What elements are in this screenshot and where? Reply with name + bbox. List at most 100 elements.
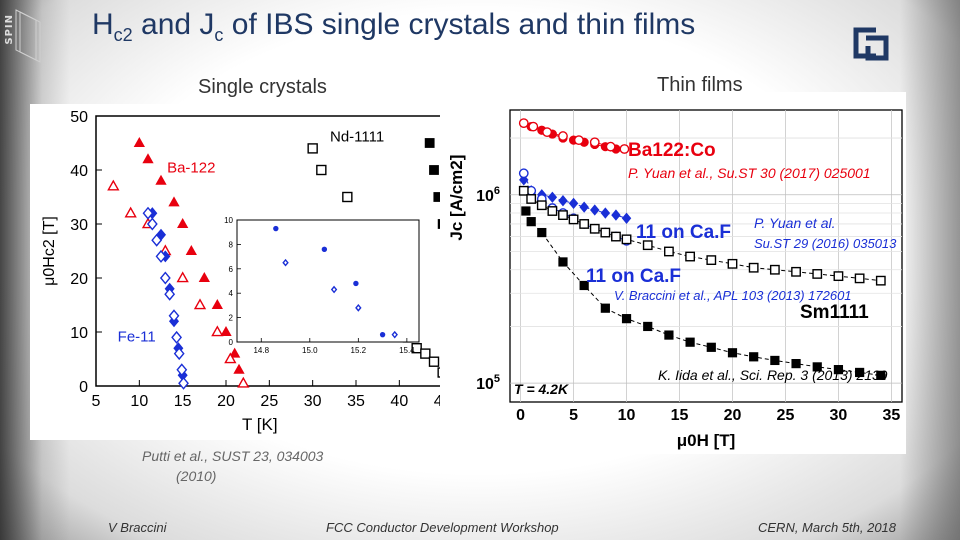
series-sm1111 bbox=[521, 206, 886, 380]
x-axis-label: T [K] bbox=[242, 415, 278, 434]
data-point bbox=[176, 271, 189, 283]
data-point bbox=[855, 367, 865, 378]
data-point bbox=[237, 376, 250, 388]
y-tick-label: 105 bbox=[476, 373, 500, 393]
data-point bbox=[536, 200, 547, 211]
annotation-label: V. Braccini et al., APL 103 (2013) 17260… bbox=[614, 288, 852, 303]
y-axis-label: Jc [A/cm2] bbox=[447, 155, 466, 241]
citation-line-2: (2010) bbox=[176, 468, 217, 484]
annotation-label: Ba122:Co bbox=[628, 140, 716, 161]
x-tick-label: 35 bbox=[347, 393, 365, 410]
data-point bbox=[854, 273, 865, 284]
citation-putti: Putti et al., SUST 23, 034003 (2010) bbox=[142, 446, 323, 486]
data-point bbox=[107, 179, 120, 191]
y-tick-label: 10 bbox=[70, 325, 88, 342]
data-point bbox=[621, 234, 632, 245]
data-point bbox=[133, 137, 145, 147]
data-point bbox=[547, 191, 558, 203]
data-point bbox=[770, 355, 780, 366]
inset-data-point bbox=[353, 280, 359, 287]
series-11-on-ca-f bbox=[518, 185, 886, 286]
data-point bbox=[142, 153, 154, 164]
y-tick-label: 40 bbox=[70, 163, 88, 180]
data-point bbox=[791, 359, 801, 369]
data-point bbox=[769, 264, 780, 275]
annotation-label: 11 on Ca.F bbox=[586, 266, 681, 287]
data-point bbox=[600, 227, 611, 238]
inset-y-tick-label: 0 bbox=[229, 338, 234, 347]
data-point bbox=[706, 342, 716, 352]
y-tick-label: 50 bbox=[70, 109, 88, 126]
jc-chart: 0 5 10 15 20 25 30 35 105 106 μ0H [T] Jc [A/cm2] T =… bbox=[447, 109, 903, 450]
x-tick-label: 30 bbox=[304, 393, 322, 410]
y-tick-label: 106 bbox=[476, 185, 500, 205]
inset-x-tick-label: 14.8 bbox=[253, 346, 269, 355]
data-point bbox=[833, 365, 844, 375]
jc-chart-panel: 0 5 10 15 20 25 30 35 105 106 μ0H [T] Jc [A/cm2] T =… bbox=[440, 92, 906, 454]
data-point bbox=[568, 214, 579, 225]
data-point bbox=[558, 195, 568, 207]
data-point bbox=[233, 363, 245, 374]
data-point bbox=[611, 231, 621, 242]
spin-logo: SPIN bbox=[2, 6, 42, 66]
data-point bbox=[155, 249, 167, 263]
data-point bbox=[537, 227, 547, 238]
data-point bbox=[185, 245, 197, 256]
data-point bbox=[124, 206, 137, 218]
series-label: Ba-122 bbox=[167, 160, 215, 177]
y-tick-label: 0 bbox=[79, 379, 88, 396]
x-tick-label: 40 bbox=[390, 393, 408, 410]
spin-logo-text: SPIN bbox=[4, 14, 15, 45]
inset-series bbox=[282, 258, 398, 339]
subtitle-thin-films: Thin films bbox=[657, 74, 743, 96]
data-point bbox=[573, 135, 584, 146]
data-point bbox=[579, 201, 589, 213]
data-point bbox=[411, 342, 422, 354]
data-point bbox=[518, 118, 529, 129]
data-point bbox=[193, 298, 207, 310]
x-tick-label: 25 bbox=[260, 393, 278, 410]
x-tick-label: 25 bbox=[777, 407, 795, 424]
data-point bbox=[424, 138, 435, 148]
series-label: Nd-1111 bbox=[330, 128, 384, 145]
annotation-label: P. Yuan et al., Su.ST 30 (2017) 025001 bbox=[628, 165, 871, 181]
data-point bbox=[833, 271, 844, 282]
x-tick-label: 0 bbox=[516, 407, 525, 424]
data-point bbox=[521, 206, 531, 216]
data-point bbox=[876, 370, 886, 380]
title-h: H bbox=[92, 8, 114, 41]
data-point bbox=[177, 218, 189, 228]
slide-title: Hc2 and Jc of IBS single crystals and th… bbox=[92, 8, 695, 46]
data-point bbox=[528, 121, 539, 132]
data-point bbox=[146, 217, 158, 231]
y-tick-label: 20 bbox=[70, 271, 88, 288]
inset-data-point bbox=[391, 330, 398, 339]
inset-data-point bbox=[273, 225, 279, 232]
data-point bbox=[164, 287, 176, 301]
series-label: Fe-11 bbox=[118, 329, 156, 346]
data-point bbox=[558, 257, 568, 267]
data-point bbox=[579, 280, 589, 291]
data-point bbox=[176, 363, 188, 377]
inset-frame bbox=[236, 219, 420, 343]
inset-y-tick-label: 10 bbox=[224, 216, 233, 225]
y-axis-label: μ0Hc2 [T] bbox=[41, 216, 58, 286]
series-11-on-ca-f bbox=[519, 174, 632, 224]
inset-x-tick-label: 15.0 bbox=[302, 346, 318, 355]
data-point bbox=[420, 348, 431, 359]
data-point bbox=[812, 362, 822, 372]
title-sub-c2: c2 bbox=[113, 25, 133, 45]
data-point bbox=[558, 210, 568, 221]
inset-x-tick-label: 15.2 bbox=[351, 346, 367, 355]
data-point bbox=[748, 262, 759, 273]
data-point bbox=[307, 143, 318, 154]
data-point bbox=[579, 219, 590, 229]
inset-data-point bbox=[330, 285, 338, 294]
data-point bbox=[229, 347, 241, 358]
data-point bbox=[171, 330, 183, 344]
hc2-chart: 5101520253035404501020304050T [K]μ0Hc2 [… bbox=[41, 109, 462, 434]
x-axis-label: μ0H [T] bbox=[677, 431, 736, 450]
data-point bbox=[151, 233, 163, 247]
data-point bbox=[429, 165, 439, 175]
data-point bbox=[224, 352, 237, 364]
